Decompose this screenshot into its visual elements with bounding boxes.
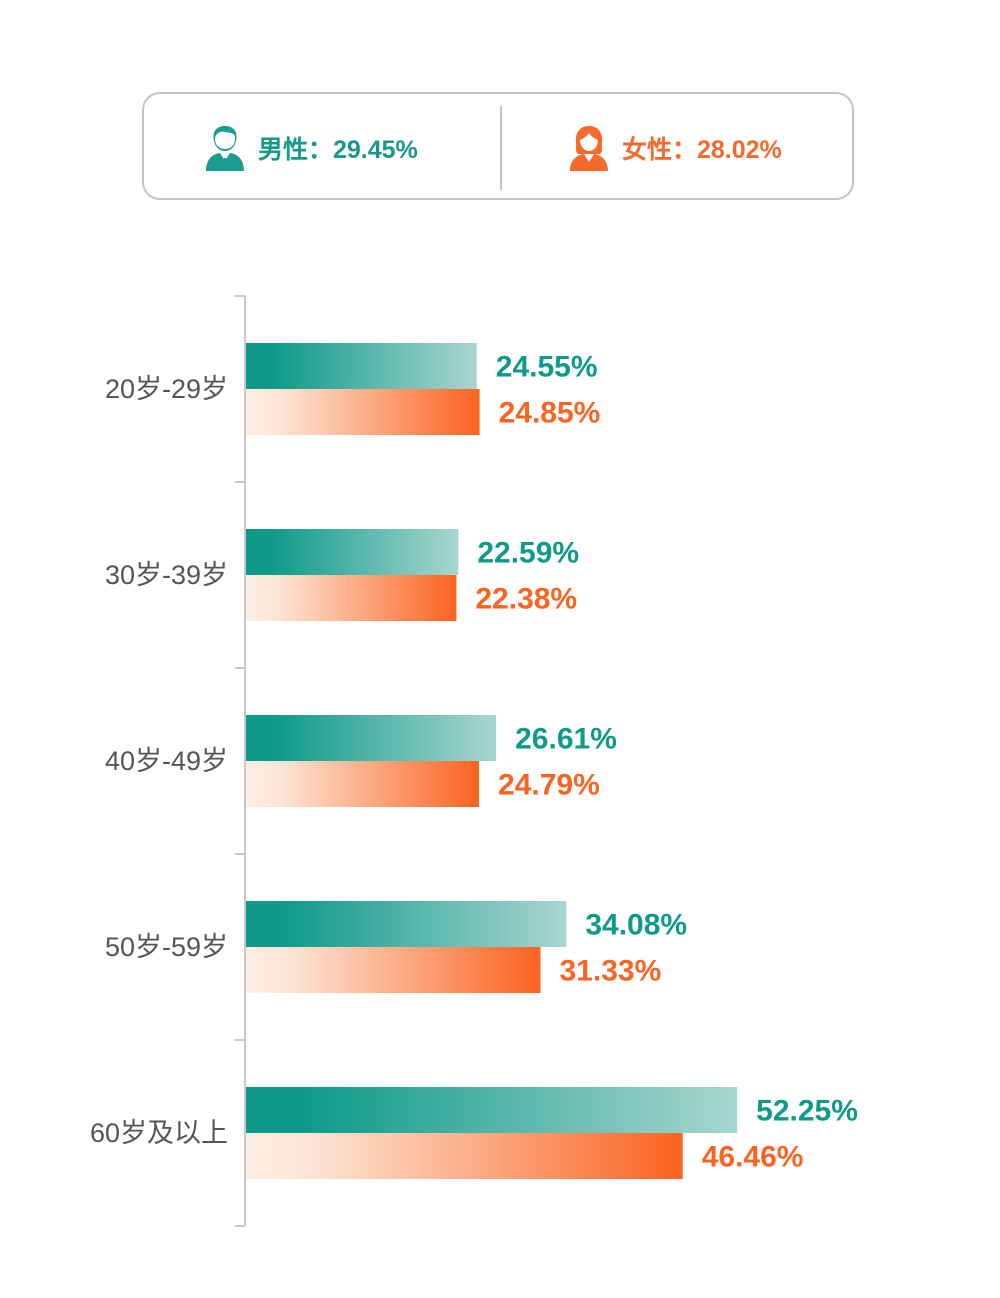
data-label-female: 24.79%: [498, 769, 600, 802]
bar-female: [246, 761, 480, 807]
bar-female: [246, 947, 541, 993]
data-label-male: 26.61%: [515, 723, 617, 756]
bar-male: [246, 529, 459, 575]
category-label: 30岁-39岁: [105, 560, 228, 590]
legend-male: 男性：29.45%: [204, 124, 418, 172]
category-label: 40岁-49岁: [105, 746, 228, 776]
legend-male-label: 男性：29.45%: [258, 136, 418, 164]
data-label-female: 24.85%: [499, 397, 601, 430]
data-label-male: 24.55%: [496, 351, 598, 384]
legend-divider: [500, 106, 502, 190]
label-layer: 20岁-29岁 24.55% 24.85% 30岁-39岁 22.59% 22.38% 40…: [90, 351, 858, 1174]
category-label: 20岁-29岁: [105, 374, 228, 404]
bar-female: [246, 575, 457, 621]
female-person-icon: [570, 126, 608, 171]
axis-layer: [235, 295, 246, 1227]
data-label-female: 22.38%: [475, 583, 577, 616]
bar-chart: 20岁-29岁 24.55% 24.85% 30岁-39岁 22.59% 22.38% 40…: [90, 295, 858, 1227]
legend-female: 女性：28.02%: [568, 124, 782, 172]
data-label-female: 46.46%: [702, 1141, 804, 1174]
category-label: 60岁及以上: [90, 1118, 228, 1148]
male-person-icon: [206, 126, 244, 171]
data-label-male: 22.59%: [477, 537, 579, 570]
bar-female: [246, 1133, 683, 1179]
category-label: 50岁-59岁: [105, 932, 228, 962]
legend-box: 男性：29.45% 女性：28.02%: [142, 92, 854, 200]
data-label-male: 52.25%: [756, 1095, 858, 1128]
data-label-male: 34.08%: [585, 909, 687, 942]
bar-male: [246, 1087, 738, 1133]
bar-female: [246, 389, 480, 435]
legend-female-label: 女性：28.02%: [622, 136, 782, 164]
bar-male: [246, 715, 497, 761]
bar-male: [246, 343, 477, 389]
bar-layer: [246, 343, 738, 1179]
data-label-female: 31.33%: [560, 955, 662, 988]
bar-male: [246, 901, 567, 947]
